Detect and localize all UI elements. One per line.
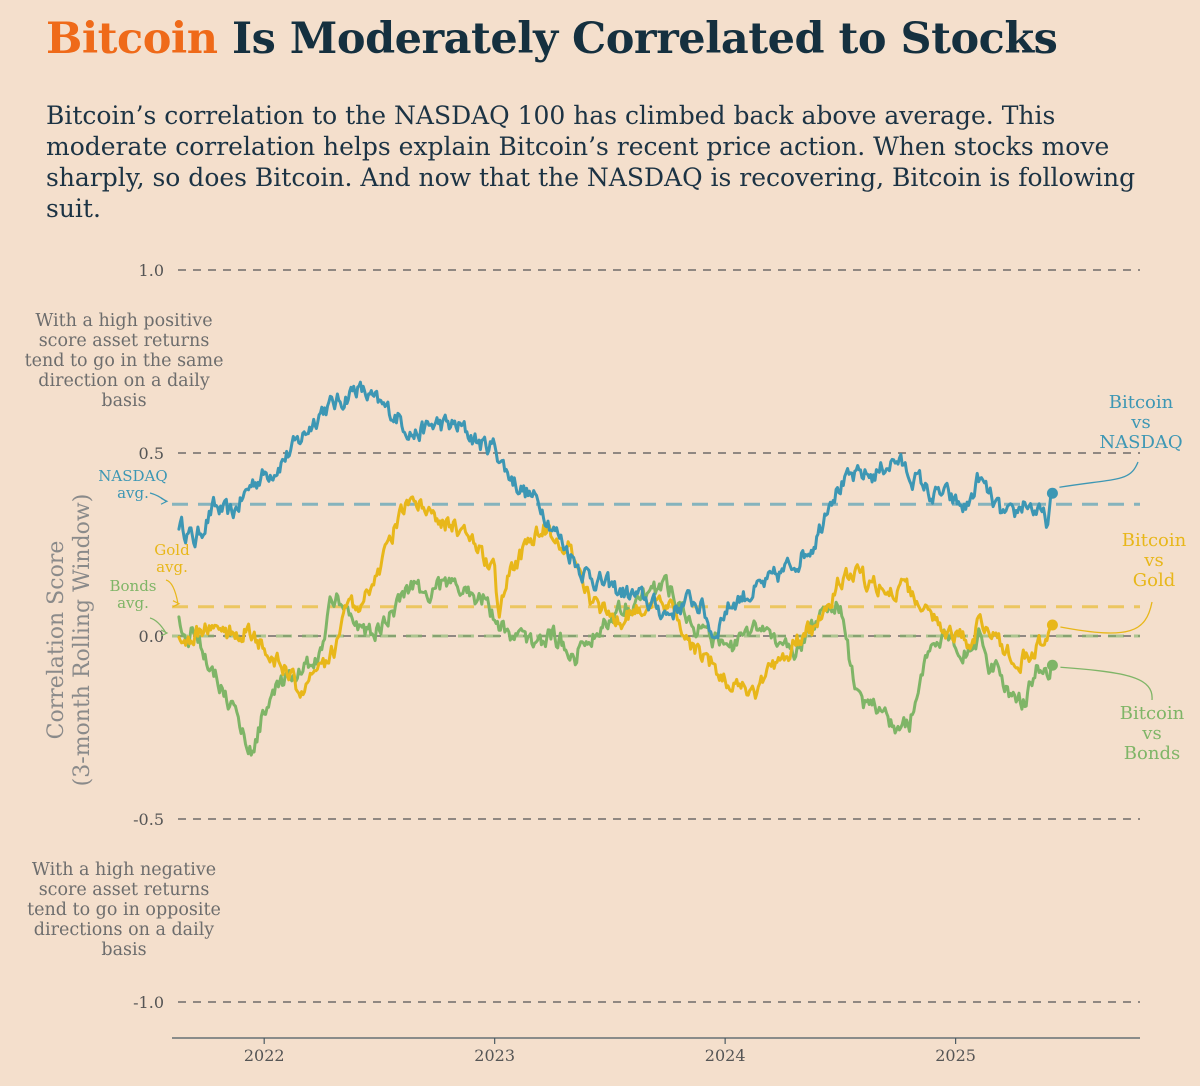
series-label-connector [1059,461,1139,488]
y-tick-label: -1.0 [133,993,164,1012]
average-arrowhead [160,629,169,637]
series-label-connector [1060,601,1153,634]
average-lines-layer [172,502,1140,638]
average-arrow [165,579,179,604]
chart-subtitle: Bitcoin’s correlation to the NASDAQ 100 … [46,101,1136,223]
x-tick-label: 2024 [705,1046,746,1065]
series-label: NASDAQ [1099,432,1182,453]
y-tick-label: 1.0 [139,261,164,280]
series-end-marker [1046,659,1058,671]
x-axis-layer: 2022 2023 2024 2025 [172,1037,1140,1065]
series-label: vs [1141,723,1161,744]
average-label: avg. [117,484,149,502]
average-label: avg. [156,558,188,576]
negative-score-note: With a high negative score asset returns… [27,860,221,960]
average-arrowhead [172,600,181,608]
average-label: NASDAQ [98,467,167,485]
series-label-connector [1060,666,1153,701]
y-tick-label: 0.0 [139,627,164,646]
series-end-marker [1046,487,1058,499]
series-layer [177,380,1058,757]
x-tick-label: 2023 [474,1046,515,1065]
average-label: Gold [154,541,190,559]
x-tick-label: 2025 [935,1046,976,1065]
y-tick-label: -0.5 [133,810,164,829]
series-label: Bonds [1124,743,1180,764]
series-label: Bitcoin [1109,392,1174,413]
title-rest: Is Moderately Correlated to Stocks [232,14,1058,64]
series-line [177,573,1054,757]
series-line [177,380,1054,640]
series-label: vs [1130,412,1150,433]
title-highlight: Bitcoin [46,14,218,64]
chart-title: Bitcoin Is Moderately Correlated to Stoc… [46,14,1058,64]
annotations-layer: NASDAQavg.Goldavg.Bondsavg.BitcoinvsNASD… [98,392,1186,764]
average-arrow [149,617,167,634]
positive-score-note: With a high positive score asset returns… [24,311,224,411]
series-label: Bitcoin [1122,530,1187,551]
average-arrowhead [160,497,169,505]
average-label: avg. [117,594,149,612]
y-tick-label: 0.5 [139,444,164,463]
series-label: Gold [1133,570,1176,591]
series-label: Bitcoin [1120,703,1185,724]
average-label: Bonds [109,577,156,595]
series-line [177,495,1054,700]
x-tick-label: 2022 [244,1046,285,1065]
series-end-marker [1046,619,1058,631]
series-label: vs [1143,550,1163,571]
grid-layer: 1.0 0.5 0.0 -0.5 -1.0 [133,261,1140,1012]
